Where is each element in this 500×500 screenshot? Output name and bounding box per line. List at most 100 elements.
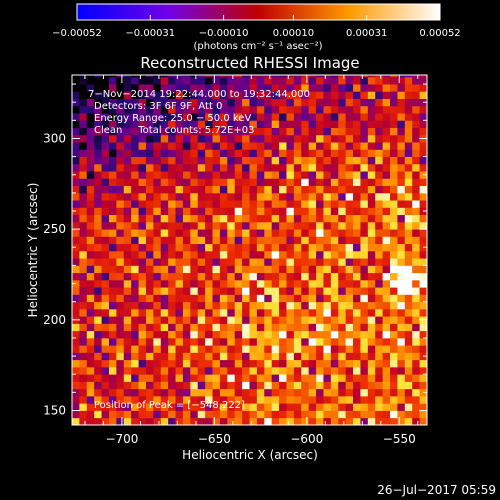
heatmap-cell [382,192,391,201]
heatmap-cell [175,171,184,179]
heatmap-cell [242,127,250,136]
heatmap-cell [242,381,250,390]
heatmap-cell [264,229,273,237]
heatmap-cell [212,84,221,92]
heatmap-cell [249,214,258,223]
heatmap-cell [219,294,228,303]
heatmap-cell [138,250,147,259]
heatmap-cell [419,105,427,114]
heatmap-cell [353,410,361,419]
heatmap-cell [79,374,88,382]
heatmap-cell [345,279,354,288]
heatmap-cell [338,323,347,332]
heatmap-cell [382,323,391,332]
heatmap-cell [412,258,421,266]
heatmap-cell [205,163,213,172]
heatmap-cell [301,337,310,346]
heatmap-cell [308,258,317,266]
heatmap-cell [375,75,384,78]
heatmap-cell [138,359,147,368]
heatmap-cell [382,214,391,223]
heatmap-cell [153,410,162,419]
heatmap-cell [316,127,324,136]
heatmap-cell [338,352,347,361]
heatmap-cell [116,84,125,92]
heatmap-cell [293,236,302,245]
heatmap-cell [345,345,354,353]
heatmap-cell [116,171,125,179]
heatmap-cell [367,91,376,99]
heatmap-cell [101,142,110,150]
heatmap-cell [264,417,273,425]
heatmap-cell [197,388,206,397]
heatmap-cell [160,98,169,107]
heatmap-cell [138,308,147,317]
heatmap-cell [397,142,406,150]
heatmap-cell [360,120,369,128]
heatmap-cell [390,308,398,317]
heatmap-cell [308,265,317,274]
heatmap-cell [86,316,95,324]
heatmap-cell [412,417,421,425]
heatmap-cell [301,330,310,339]
heatmap-cell [145,345,154,353]
heatmap-cell [412,294,421,303]
heatmap-cell [168,149,176,158]
heatmap-cell [108,374,117,382]
heatmap-cell [168,308,176,317]
heatmap-cell [190,417,199,425]
heatmap-cell [412,279,421,288]
heatmap-cell [101,337,110,346]
heatmap-cell [256,156,265,165]
heatmap-cell [404,388,413,397]
heatmap-cell [72,127,80,136]
heatmap-cell [264,113,273,121]
heatmap-cell [131,178,139,187]
heatmap-cell [397,301,406,310]
heatmap-cell [197,113,206,121]
heatmap-cell [375,185,384,194]
heatmap-cell [353,308,361,317]
heatmap-cell [242,417,250,425]
heatmap-cell [219,163,228,172]
heatmap-cell [190,91,199,99]
heatmap-cell [412,301,421,310]
heatmap-cell [145,192,154,201]
heatmap-cell [345,308,354,317]
heatmap-cell [345,120,354,128]
heatmap-cell [197,366,206,375]
heatmap-cell [264,279,273,288]
heatmap-cell [412,105,421,114]
heatmap-cell [279,374,287,382]
heatmap-cell [79,243,88,252]
heatmap-cell [123,192,132,201]
observation-info-line: 7−Nov−2014 19:22:44.000 to 19:32:44.000 [88,89,310,100]
heatmap-cell [168,366,176,375]
heatmap-cell [227,352,236,361]
heatmap-cell [131,171,139,179]
heatmap-cell [412,91,421,99]
heatmap-cell [116,243,125,252]
heatmap-cell [153,366,162,375]
heatmap-cell [316,192,324,201]
heatmap-cell [234,287,243,295]
heatmap-cell [419,91,427,99]
heatmap-cell [153,359,162,368]
heatmap-cell [412,323,421,332]
heatmap-cell [116,258,125,266]
heatmap-cell [190,163,199,172]
heatmap-cell [160,75,169,78]
heatmap-cell [293,84,302,92]
heatmap-cell [116,388,125,397]
heatmap-cell [234,258,243,266]
heatmap-cell [286,221,295,230]
heatmap-cell [390,381,398,390]
heatmap-cell [219,243,228,252]
heatmap-cell [323,214,332,223]
heatmap-cell [375,178,384,187]
heatmap-cell [330,120,339,128]
heatmap-cell [160,366,169,375]
heatmap-cell [264,250,273,259]
heatmap-cell [345,163,354,172]
heatmap-cell [301,91,310,99]
